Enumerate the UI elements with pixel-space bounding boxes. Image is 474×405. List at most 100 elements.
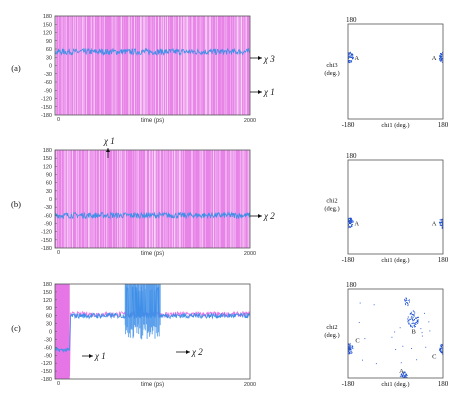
scatter-point [404, 300, 406, 302]
scatter-point [414, 326, 416, 327]
scatter-point [413, 311, 415, 313]
scatter-point [440, 53, 442, 55]
scatter-point [352, 53, 353, 55]
y-tick-label: 120 [43, 164, 52, 170]
scatter-point [402, 376, 403, 378]
y-tick-label: 150 [43, 290, 52, 296]
scatter-point [348, 61, 349, 63]
chi1-label-c: χ 1 [94, 351, 106, 361]
chi2-label-c: χ 2 [191, 347, 203, 357]
y-tick-label: -150 [41, 105, 52, 111]
scatter-point [348, 221, 350, 223]
cluster-label: C [432, 353, 436, 360]
scatter-point [404, 371, 406, 373]
scatter-frame [347, 23, 444, 120]
scatter-point [411, 325, 413, 327]
scatter-point [350, 217, 352, 219]
scatter-point [444, 349, 445, 350]
scatter-point [404, 302, 406, 304]
scatter-point [417, 322, 419, 324]
scatter-point [439, 223, 441, 225]
scatter-point [395, 349, 397, 350]
scatter-point [399, 375, 401, 377]
scatter-point [412, 320, 414, 322]
scatter-point [441, 222, 443, 224]
scatter-point [445, 57, 446, 58]
scatter-point [350, 218, 352, 220]
scatter-point [350, 226, 352, 228]
chi2-series [55, 286, 250, 353]
scatter-point [443, 352, 444, 353]
x-tick-label: 0 [57, 117, 60, 123]
scatter-point [444, 345, 445, 346]
scatter-point [444, 350, 445, 351]
scatter-point [406, 379, 407, 380]
scatter-frame [347, 288, 444, 379]
scatter-point [349, 60, 351, 62]
scatter-point [442, 219, 443, 221]
scatter-point [442, 224, 443, 226]
scatter-point [348, 349, 350, 351]
scatter-point [445, 350, 446, 351]
scatter-point [445, 347, 446, 348]
scatter-point [403, 375, 405, 377]
scatter-point [407, 318, 409, 320]
scatter-point [440, 351, 442, 353]
scatter-point [351, 352, 353, 354]
scatter-point [444, 59, 445, 60]
scatter-point [407, 321, 409, 323]
scatter-point [444, 58, 445, 59]
scatter-point [348, 344, 350, 346]
scatter-point [440, 219, 442, 221]
scatter-point [413, 314, 415, 316]
scatter-point [445, 349, 446, 350]
scatter-point [446, 58, 447, 59]
chi1-label-b: χ 1 [103, 136, 115, 146]
scatter-panel-1 [347, 23, 447, 120]
scatter-point [404, 373, 406, 375]
scatter-point [408, 322, 410, 324]
scatter-point [441, 351, 443, 353]
scatter-point [407, 302, 409, 304]
y-tick-label: 180 [43, 282, 52, 288]
scatter-point [351, 54, 353, 56]
scatter-point [348, 350, 349, 352]
scatter-point [445, 222, 446, 223]
scatter-point [348, 348, 350, 350]
scatter-point [349, 352, 351, 354]
scatter-point [400, 362, 402, 364]
scatter-point [347, 351, 348, 352]
x-tick-label: 2000 [244, 118, 256, 124]
scatter-point [445, 349, 446, 350]
scatter-point [416, 359, 418, 361]
scatter-point [444, 353, 445, 354]
scatter-point [442, 226, 443, 228]
scatter-point [446, 221, 447, 222]
scatter-point [444, 219, 445, 220]
scatter-point [410, 311, 412, 313]
scatter-point [443, 222, 444, 223]
scatter-plot-area [348, 51, 447, 64]
x-tick-label: -180 [342, 380, 355, 388]
scatter-point [444, 59, 445, 60]
scatter-point [444, 349, 445, 350]
scatter-point [418, 316, 419, 318]
scatter-point [445, 221, 446, 222]
chi1-burst [55, 284, 70, 379]
scatter-point [439, 347, 441, 349]
y-tick-label: -60 [44, 213, 52, 219]
scatter-point [444, 222, 445, 223]
scatter-point [407, 320, 409, 322]
scatter-point [414, 319, 415, 320]
scatter-point [444, 60, 445, 61]
scatter-point [441, 60, 443, 62]
y-tick-label: -30 [44, 205, 52, 211]
scatter-point [401, 376, 403, 378]
scatter-point [439, 58, 441, 60]
y-tick-label: 60 [46, 314, 52, 320]
scatter-point [441, 61, 443, 63]
scatter-point [349, 226, 351, 228]
scatter-point [352, 220, 354, 222]
y-tick-label: 180 [346, 16, 357, 24]
chi2-series [55, 211, 250, 220]
